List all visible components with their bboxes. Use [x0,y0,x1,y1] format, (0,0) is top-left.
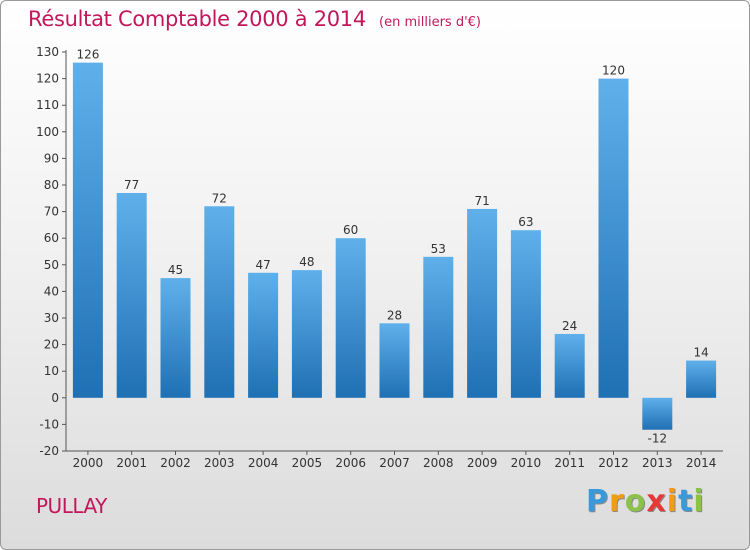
data-label: 45 [168,263,183,277]
data-label: 28 [387,308,402,322]
bar [116,192,147,398]
x-tick-label: 2009 [467,456,498,470]
bar [379,323,410,398]
y-tick-label: 50 [44,258,59,272]
y-tick-label: 80 [44,178,59,192]
bar [423,256,454,398]
data-label: 71 [474,194,489,208]
x-tick-label: 2006 [335,456,366,470]
data-label: 47 [255,258,270,272]
brand-letter: t [678,484,694,519]
bar [248,272,279,398]
x-tick-label: 2008 [423,456,454,470]
x-tick-label: 2001 [116,456,147,470]
bar [72,62,103,398]
bar [160,278,191,398]
x-tick-label: 2007 [379,456,410,470]
bar [510,230,541,398]
x-tick-label: 2012 [598,456,629,470]
data-label: -12 [647,432,667,446]
y-tick-label: 30 [44,311,59,325]
y-tick-label: 110 [36,98,59,112]
bar [642,397,673,430]
y-tick-label: 60 [44,231,59,245]
data-label: 126 [76,48,99,62]
x-tick-label: 2011 [554,456,585,470]
bar [291,270,322,398]
brand-letter: i [693,484,705,519]
x-tick-label: 2005 [292,456,323,470]
bar [554,333,585,398]
y-tick-label: 70 [44,205,59,219]
data-label: 60 [343,223,358,237]
y-tick-label: 40 [44,284,59,298]
brand-letter: o [624,484,647,519]
y-tick-label: 0 [51,391,59,405]
x-tick-label: 2004 [248,456,279,470]
y-tick-label: -10 [39,417,59,431]
x-tick-label: 2010 [511,456,542,470]
brand-logo: Proxiti [586,484,705,519]
title-row: Résultat Comptable 2000 à 2014 (en milli… [28,7,481,31]
x-tick-label: 2003 [204,456,235,470]
y-tick-label: 20 [44,338,59,352]
y-tick-label: 100 [36,125,59,139]
y-tick-label: 10 [44,364,59,378]
brand-letter: P [586,484,609,519]
brand-letter: r [609,484,625,519]
bar [467,208,498,398]
chart-title: Résultat Comptable 2000 à 2014 [28,7,366,31]
data-label: 53 [431,242,446,256]
bar [598,78,629,398]
bar [686,360,717,398]
data-label: 120 [602,64,625,78]
chart-subtitle: (en milliers d'€) [379,15,481,30]
data-label: 63 [518,215,533,229]
y-tick-label: -20 [39,444,59,458]
bar [335,238,366,398]
y-tick-label: 130 [36,45,59,59]
data-label: 72 [212,191,227,205]
x-tick-label: 2014 [686,456,717,470]
x-tick-label: 2013 [642,456,673,470]
x-tick-label: 2000 [73,456,104,470]
bar [204,206,235,398]
brand-letter: i [666,484,679,519]
y-tick-label: 120 [36,72,59,86]
data-label: 24 [562,319,577,333]
brand-letter: x [646,484,667,519]
x-tick-label: 2002 [160,456,191,470]
data-label: 14 [693,346,708,360]
place-name: PULLAY [36,494,107,518]
y-tick-label: 90 [44,151,59,165]
data-label: 48 [299,255,314,269]
data-label: 77 [124,178,139,192]
